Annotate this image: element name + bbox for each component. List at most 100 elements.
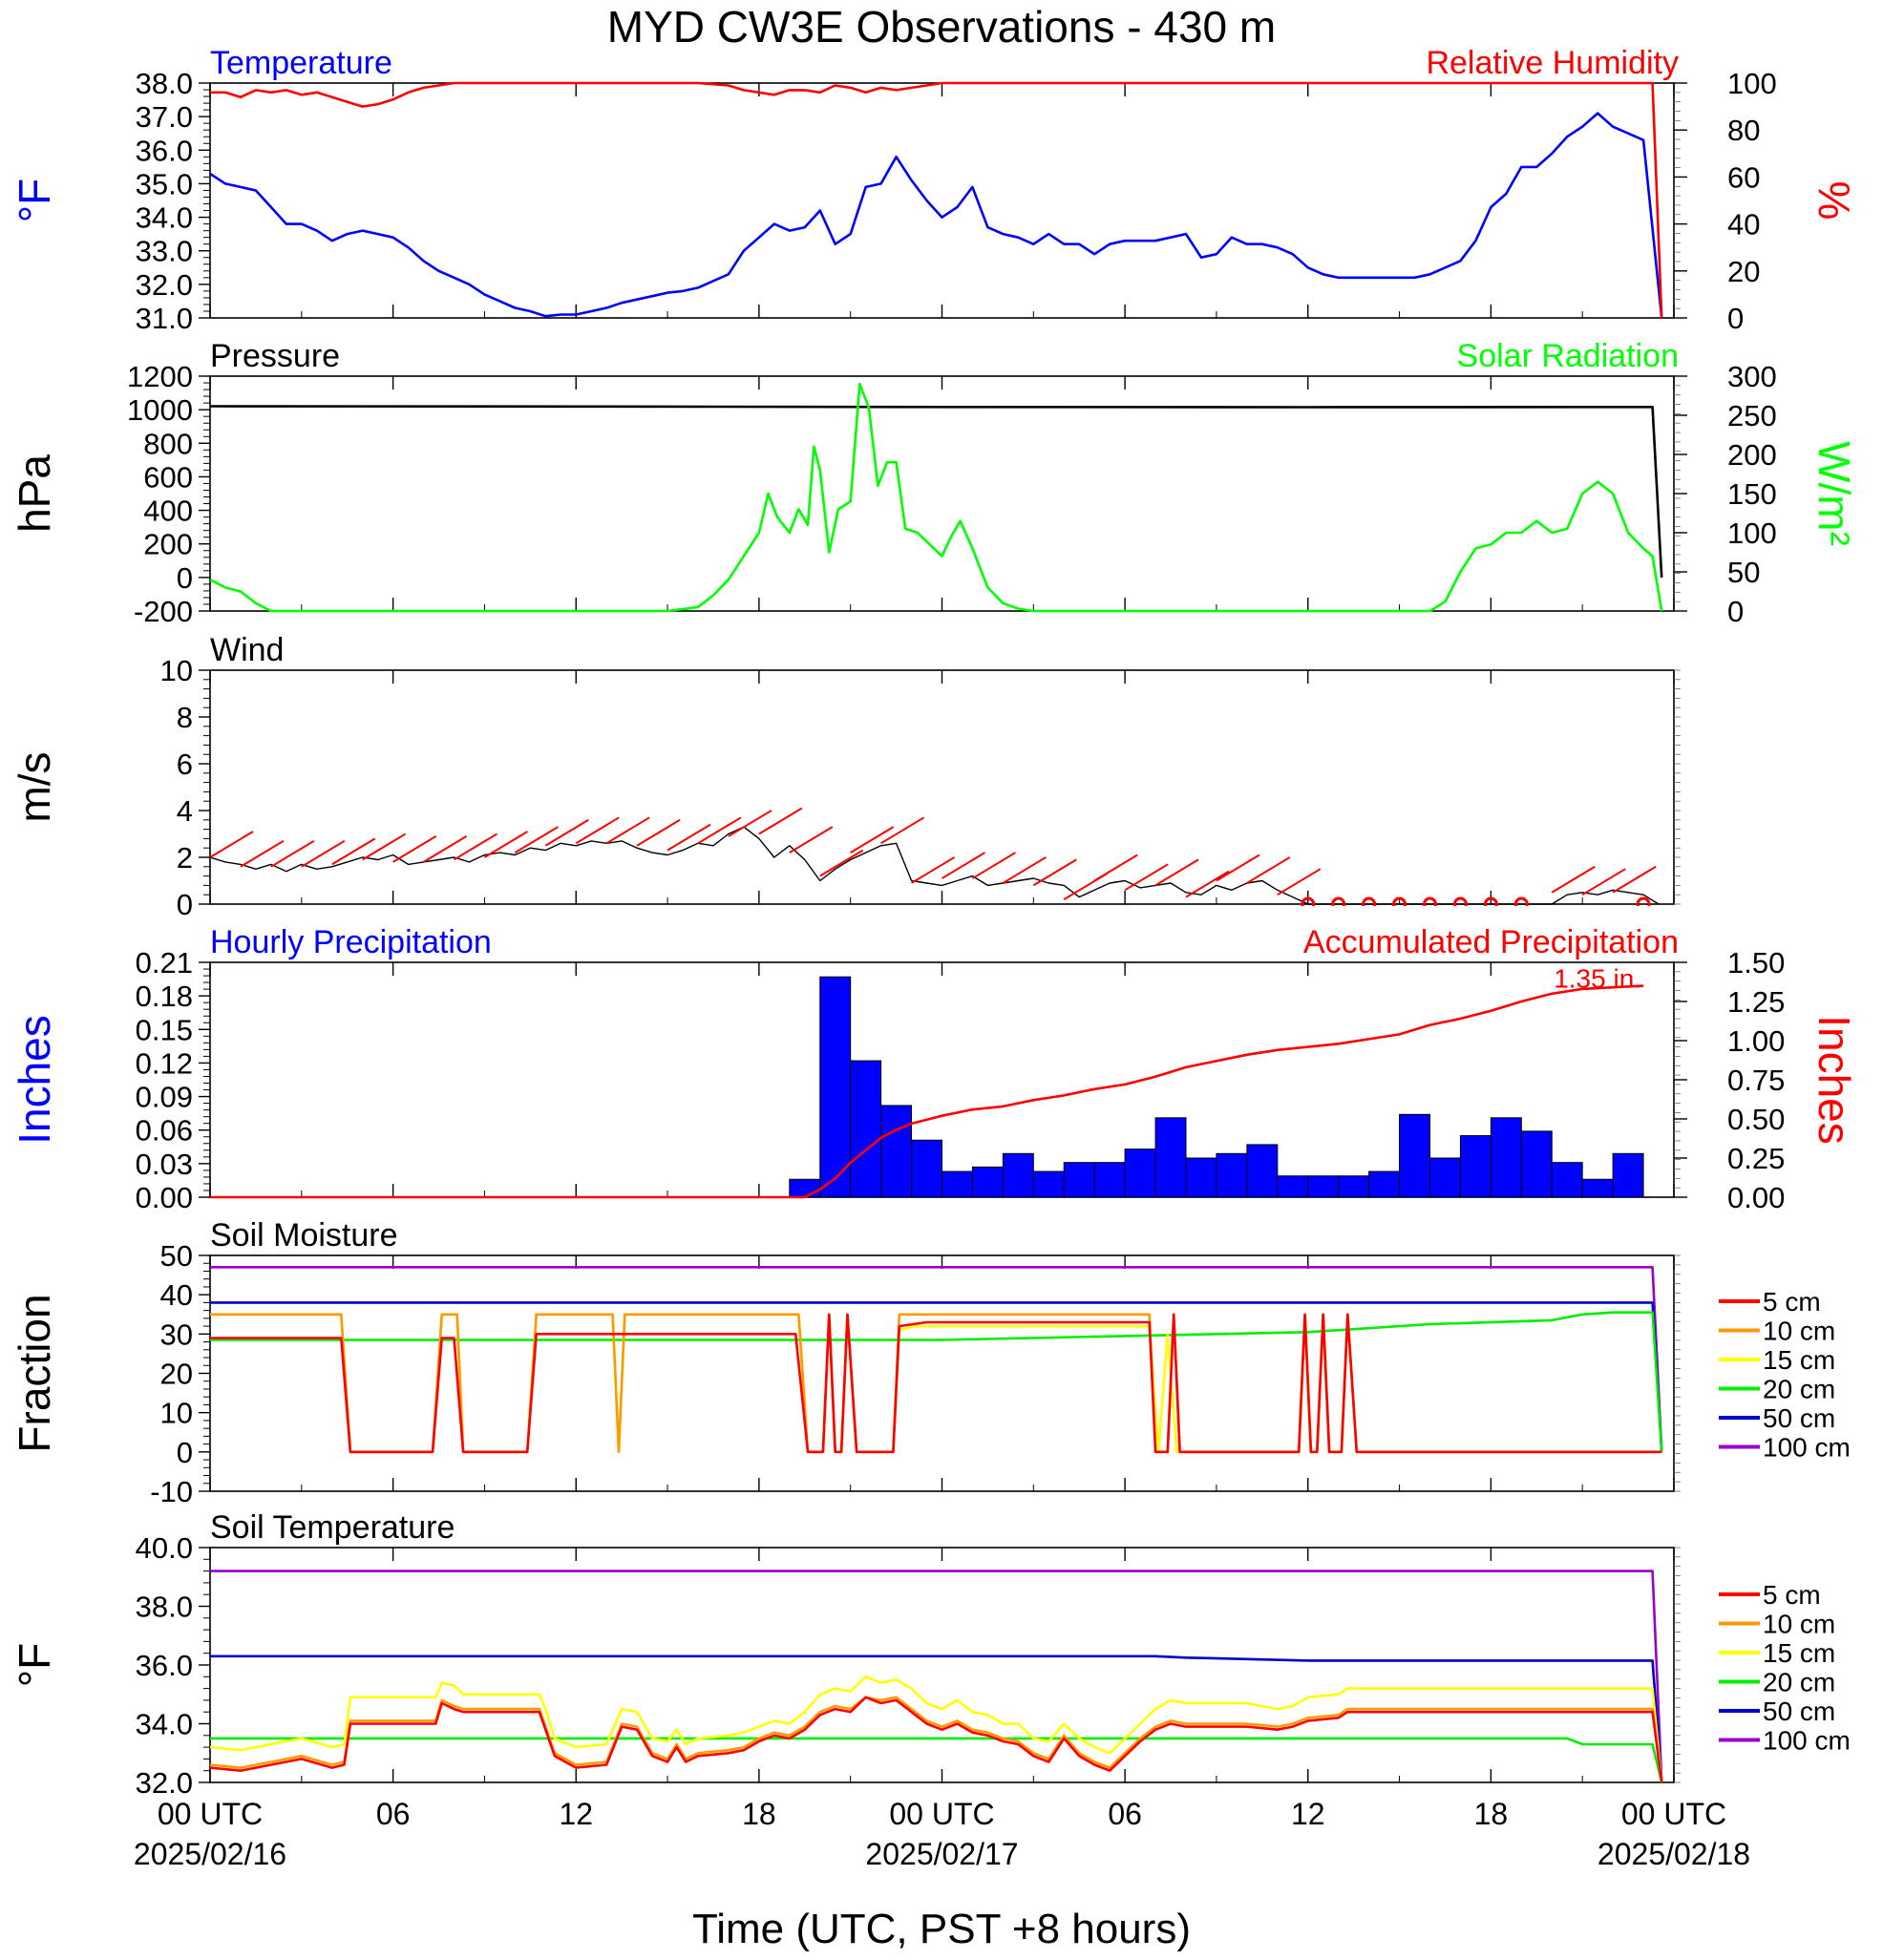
x-axis: 00 UTC 2025/02/16 06 12 18 00 UTC 2025/02/17 06…: [134, 1797, 1750, 1871]
panel-title-left: Soil Moisture: [210, 1217, 398, 1254]
series-soil_20cm: [210, 1737, 1663, 1783]
precip-bar: [1185, 1157, 1217, 1198]
precip-bar: [1612, 1152, 1644, 1198]
y-tick-label-left: 1000: [127, 393, 193, 427]
wind-barb: [819, 849, 864, 877]
wind-barb: [1002, 856, 1047, 884]
panel-title-left: Pressure: [210, 338, 340, 374]
y-tick-label-left: 0.06: [136, 1114, 193, 1148]
wind-barb: [728, 810, 772, 837]
wind-calm-marker: [1392, 896, 1407, 906]
wind-barb: [911, 856, 956, 884]
wind-calm-marker: [1636, 896, 1651, 906]
wind-barb: [423, 835, 468, 863]
y-tick-label-left: 0.09: [136, 1081, 193, 1114]
wind-barb: [789, 826, 834, 854]
y-axis-label-left: Inches: [10, 1015, 59, 1145]
panel-title-right: Relative Humidity: [1426, 45, 1679, 81]
precip-bar: [1154, 1117, 1187, 1198]
wind-calm-marker: [1423, 896, 1437, 906]
precip-bar: [1093, 1162, 1126, 1198]
precip-bar: [789, 1178, 821, 1198]
y-axis-label-right: W/m²: [1809, 441, 1859, 546]
legend-label: 50 cm: [1763, 1697, 1835, 1726]
y-tick-label-left: 32.0: [136, 1766, 193, 1800]
series-soil_5cm: [210, 1696, 1663, 1783]
wind-calm-marker: [1452, 896, 1468, 906]
precip-bar: [819, 976, 852, 1198]
y-tick-label-right: 0.50: [1727, 1103, 1785, 1136]
panel-title-left: Hourly Precipitation: [210, 924, 492, 960]
y-tick-label-right: 0.00: [1727, 1181, 1785, 1214]
y-tick-label-right: 1.50: [1727, 946, 1785, 980]
y-tick-label-left: 10: [160, 1397, 193, 1430]
series-humidity: [210, 81, 1663, 319]
wind-barb: [758, 807, 803, 835]
precip-bar: [1520, 1130, 1553, 1198]
series-soil_100cm: [210, 1570, 1663, 1783]
wind-barb: [1612, 865, 1657, 894]
precip-bar: [1216, 1152, 1248, 1198]
legend-label: 5 cm: [1763, 1287, 1821, 1317]
y-tick-label-left: 4: [177, 794, 193, 828]
x-axis-label: Time (UTC, PST +8 hours): [692, 1906, 1191, 1952]
precip-bar: [1368, 1170, 1401, 1198]
wind-barb: [544, 818, 589, 847]
y-axis-label-left: Fraction: [10, 1294, 59, 1452]
panel-title-left: Soil Temperature: [210, 1509, 455, 1546]
series-layer: [210, 1570, 1663, 1783]
y-tick-label-left: 0: [177, 1436, 193, 1469]
y-axis-label-left: °F: [10, 179, 59, 223]
y-tick-label-left: 0.15: [136, 1013, 193, 1046]
y-tick-label-left: 40.0: [136, 1531, 193, 1565]
precip-bar: [1338, 1175, 1370, 1198]
panel-title-left: Wind: [210, 632, 284, 668]
x-tick-label: 18: [1474, 1797, 1509, 1831]
wind-barb: [605, 816, 650, 845]
wind-barb: [453, 832, 498, 861]
legend-label: 20 cm: [1763, 1668, 1835, 1697]
wind-barb: [1246, 856, 1291, 884]
y-tick-label-left: 20: [160, 1358, 193, 1391]
panel-wind: 0 2 4 6 8 10 Wind m/s: [10, 632, 1681, 921]
precip-bar: [1063, 1162, 1095, 1198]
y-tick-label-right: 0: [1727, 595, 1744, 628]
series-soil_20cm: [210, 1311, 1663, 1452]
precip-bar: [1246, 1144, 1279, 1198]
y-tick-label-right: 0: [1727, 302, 1744, 335]
y-tick-label-left: 40: [160, 1278, 193, 1312]
wind-barb: [697, 816, 742, 845]
y-axis-label-left: °F: [10, 1643, 59, 1688]
wind-barb: [1185, 870, 1230, 898]
y-tick-label-left: 34.0: [136, 201, 193, 235]
y-tick-label-left: 31.0: [136, 302, 193, 335]
y-tick-label-left: 0.21: [136, 946, 193, 980]
y-tick-label-left: 38.0: [136, 1591, 193, 1624]
panel-precipitation: 0.000.030.060.090.120.150.180.210.000.25…: [10, 924, 1859, 1214]
x-tick-label: 06: [376, 1797, 411, 1831]
x-tick-label: 06: [1108, 1797, 1142, 1831]
y-tick-label-left: -200: [134, 595, 193, 628]
y-tick-label-left: 50: [160, 1239, 193, 1273]
series-soil_10cm: [210, 1696, 1663, 1783]
precip-bar: [1581, 1178, 1614, 1198]
precip-bar: [1399, 1113, 1430, 1198]
wind-barb: [666, 823, 711, 852]
precip-bar: [1277, 1175, 1309, 1198]
wind-calm-marker: [1362, 896, 1377, 906]
wind-barb: [1124, 863, 1169, 892]
wind-calm-marker: [1301, 896, 1316, 906]
accum-total-label: 1.35 in.: [1554, 964, 1641, 994]
wind-calm-marker: [1513, 896, 1529, 906]
legend-label: 20 cm: [1763, 1375, 1835, 1404]
y-tick-label-right: 200: [1727, 438, 1777, 472]
series-solar: [210, 382, 1663, 613]
y-axis-label-right: %: [1809, 181, 1859, 221]
wind-barb: [880, 816, 925, 845]
y-tick-label-left: 0.12: [136, 1046, 193, 1080]
precip-bar: [971, 1166, 1004, 1198]
precip-bar: [911, 1139, 942, 1198]
y-tick-label-left: 800: [143, 427, 193, 460]
y-tick-label-left: -10: [150, 1475, 193, 1508]
